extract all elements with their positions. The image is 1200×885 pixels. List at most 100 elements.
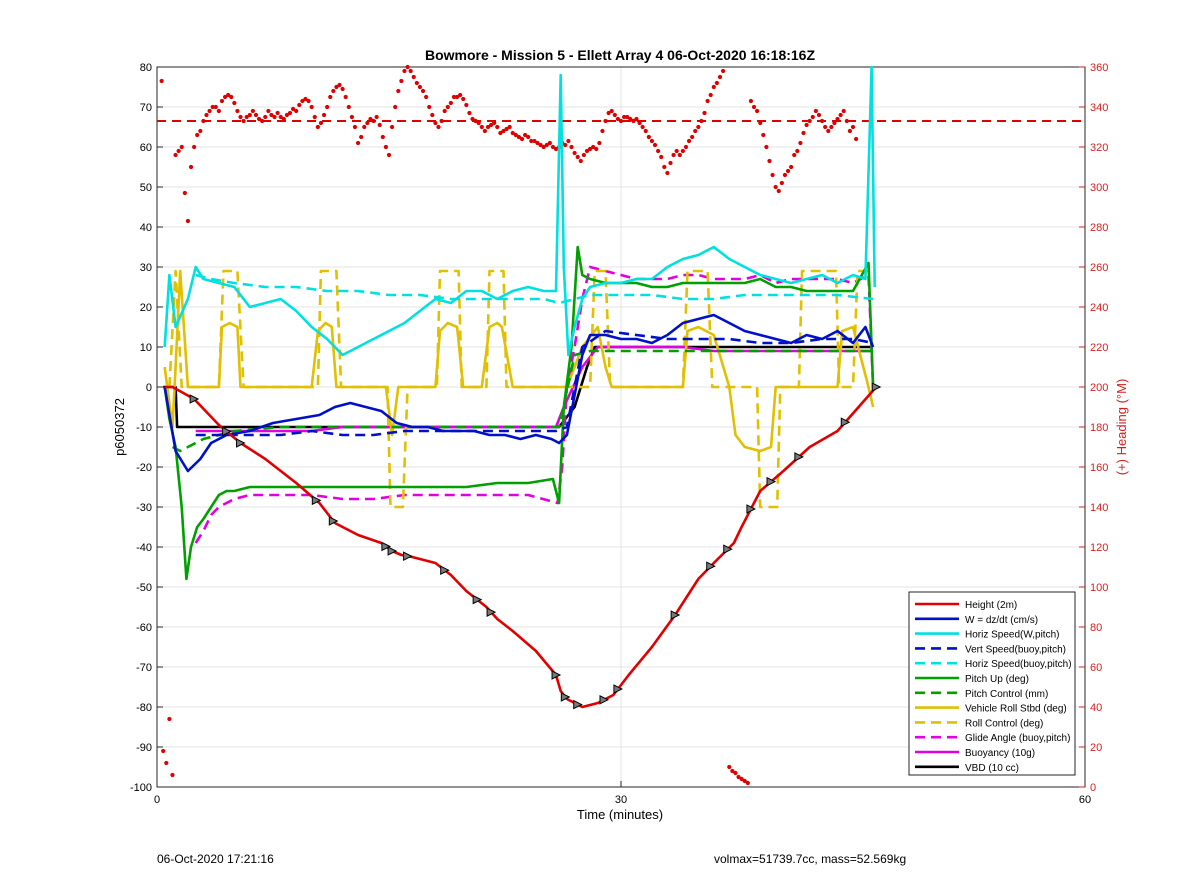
heading-point: [371, 118, 376, 124]
heading-point: [813, 108, 818, 114]
heading-point: [312, 114, 317, 120]
heading-point: [192, 144, 197, 150]
heading-point: [847, 128, 853, 134]
heading-point: [776, 188, 781, 194]
series-line: [163, 65, 876, 357]
y-right-tick-label: 0: [1090, 782, 1096, 794]
heading-point: [587, 146, 593, 152]
heading-point: [785, 168, 791, 174]
heading-point: [529, 138, 534, 144]
legend-label: VBD (10 cc): [965, 763, 1019, 774]
height-marker: [766, 476, 777, 487]
heading-point: [748, 98, 754, 104]
heading-point: [535, 140, 540, 146]
heading-point: [182, 190, 187, 196]
heading-point: [739, 776, 744, 782]
heading-point: [458, 92, 463, 98]
heading-point: [686, 138, 692, 144]
heading-point: [213, 104, 218, 110]
heading-point: [659, 154, 664, 160]
heading-point: [714, 80, 719, 86]
heading-point: [764, 144, 769, 150]
heading-point: [269, 112, 274, 118]
heading-point: [674, 148, 679, 154]
heading-point: [300, 98, 305, 104]
heading-point: [244, 114, 249, 120]
heading-point: [454, 94, 460, 100]
heading-point: [550, 144, 556, 150]
y-tick-label: -10: [136, 422, 152, 434]
y-tick-label: 30: [140, 262, 152, 274]
series-line: [163, 269, 875, 453]
height-marker: [381, 541, 392, 552]
heading-point: [470, 116, 475, 122]
height-marker: [723, 544, 733, 554]
plot-area: 0 30 60-100-90-80-70-60-50-40-30-20-100102…: [130, 62, 1108, 806]
heading-point: [229, 94, 234, 100]
heading-point: [488, 122, 494, 128]
heading-point: [198, 128, 203, 134]
chart-title: Bowmore - Mission 5 - Ellett Array 4 06-…: [425, 47, 816, 63]
heading-point: [680, 148, 685, 154]
heading-point: [584, 148, 590, 154]
heading-point: [260, 118, 265, 124]
heading-point: [272, 114, 277, 120]
heading-point: [665, 170, 670, 176]
heading-point: [281, 116, 286, 122]
heading-point: [792, 152, 797, 158]
y-tick-label: -50: [136, 582, 152, 594]
height-marker: [573, 699, 583, 710]
height-marker: [840, 417, 851, 428]
heading-point: [287, 110, 293, 116]
heading-point: [603, 118, 608, 124]
heading-point: [736, 774, 741, 780]
heading-point: [448, 100, 453, 106]
y-right-tick-label: 100: [1090, 582, 1108, 594]
heading-point: [755, 108, 760, 114]
heading-point: [594, 146, 599, 152]
heading-point: [291, 106, 296, 112]
heading-point: [841, 108, 846, 114]
heading-point: [566, 138, 571, 144]
heading-point: [615, 116, 621, 122]
heading-point: [334, 84, 339, 90]
height-marker: [440, 565, 450, 576]
heading-point: [569, 144, 574, 150]
heading-point: [207, 108, 212, 114]
heading-point: [730, 768, 735, 774]
heading-point: [829, 124, 834, 130]
heading-point: [832, 120, 837, 126]
y-right-tick-label: 60: [1090, 662, 1102, 674]
heading-point: [284, 112, 290, 118]
heading-point: [461, 96, 466, 102]
series-line: [163, 245, 875, 581]
y-right-tick-label: 220: [1090, 342, 1108, 354]
heading-point: [303, 96, 308, 102]
heading-point: [420, 88, 426, 94]
height-marker: [551, 670, 562, 680]
y-right-tick-label: 320: [1090, 142, 1108, 154]
heading-point: [352, 124, 358, 130]
legend-label: Glide Angle (buoy,pitch): [965, 733, 1070, 744]
heading-point: [656, 148, 661, 154]
heading-point: [433, 120, 438, 126]
heading-point: [362, 124, 367, 130]
heading-point: [600, 128, 605, 134]
heading-point: [467, 110, 472, 116]
heading-point: [761, 132, 766, 138]
heading-point: [618, 118, 624, 124]
x-tick-label: 60: [1079, 794, 1091, 806]
heading-point: [427, 104, 432, 110]
heading-point: [219, 98, 225, 104]
heading-point: [742, 778, 747, 784]
heading-point: [210, 104, 215, 110]
heading-point: [819, 118, 825, 124]
heading-point: [396, 88, 401, 94]
y-axis-label: p6050372: [112, 398, 127, 456]
heading-point: [439, 118, 444, 124]
heading-point: [241, 118, 246, 124]
heading-point: [482, 128, 487, 134]
y-tick-label: 0: [146, 382, 152, 394]
heading-point: [516, 134, 522, 140]
heading-point: [733, 770, 738, 776]
